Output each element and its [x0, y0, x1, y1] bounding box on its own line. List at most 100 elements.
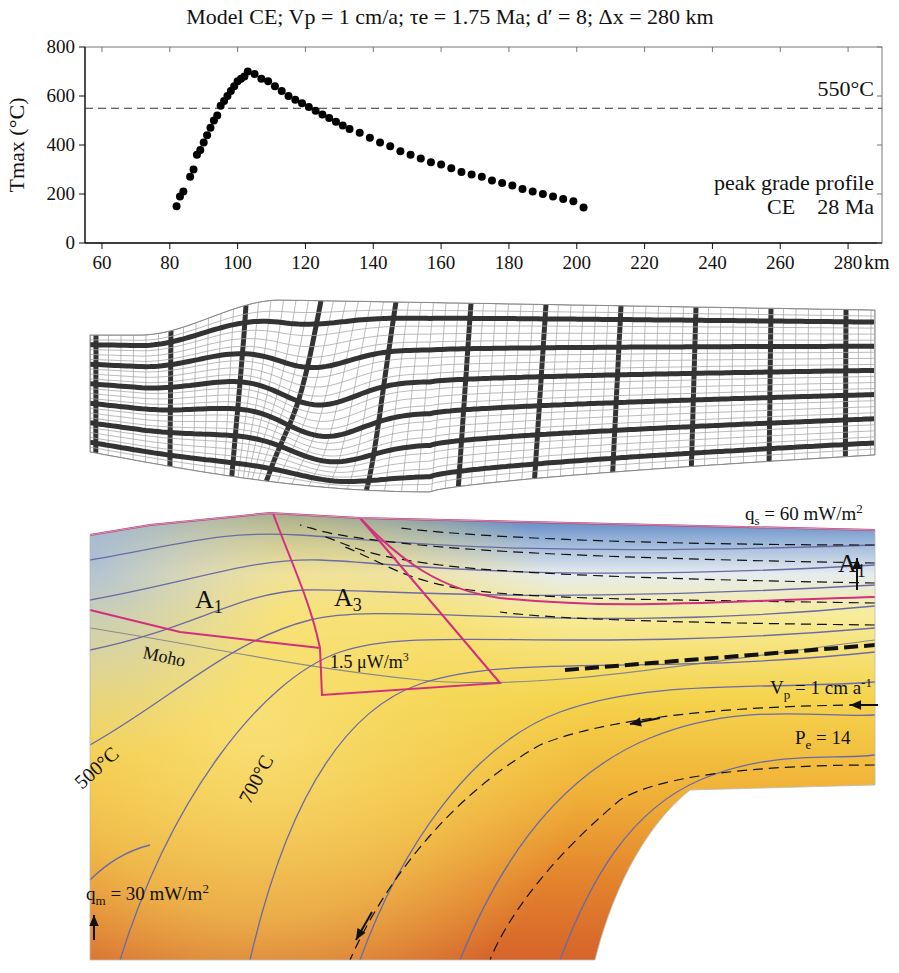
data-point — [332, 118, 340, 126]
chart-title: Model CE; Vp = 1 cm/a; τe = 1.75 Ma; d′ … — [186, 4, 713, 29]
data-point — [179, 188, 187, 196]
isotherm — [560, 755, 875, 960]
data-point — [346, 125, 354, 133]
y-tick — [79, 96, 85, 97]
data-point — [251, 70, 259, 78]
x-tick — [644, 243, 645, 249]
x-tick-label: 140 — [359, 252, 388, 273]
data-point — [437, 161, 445, 169]
y-tick — [79, 194, 85, 195]
data-point — [196, 146, 204, 154]
data-point — [549, 192, 557, 200]
data-point — [200, 139, 208, 147]
data-point — [339, 121, 347, 129]
x-tick-label: 200 — [563, 252, 592, 273]
diagram-label: 1.5 μW/m3 — [330, 650, 409, 672]
diagram-label: 700°C — [234, 751, 278, 807]
arrow-head — [850, 700, 861, 709]
arrow-head — [630, 717, 642, 726]
y-tick-right — [877, 47, 882, 48]
deformation-grid — [90, 300, 875, 492]
y-tick-right — [877, 96, 882, 97]
y-tick-label: 800 — [47, 36, 76, 57]
streamline — [340, 545, 875, 603]
isotherm — [90, 606, 875, 745]
x-tick-top — [508, 47, 509, 52]
data-point — [569, 197, 577, 205]
data-point — [312, 107, 320, 115]
x-tick — [576, 243, 577, 249]
streamline-bold — [565, 645, 875, 670]
data-point — [186, 173, 194, 181]
plot-area — [85, 68, 882, 212]
diagram-label: qs = 60 mW/m2 — [745, 501, 863, 528]
data-point — [213, 112, 221, 120]
data-point — [203, 131, 211, 139]
data-point — [468, 170, 476, 178]
diagram-label: A1 — [838, 549, 866, 581]
x-tick-label: 160 — [427, 252, 456, 273]
data-point — [190, 166, 198, 174]
data-point — [498, 179, 506, 187]
x-tick-label: 120 — [291, 252, 320, 273]
y-tick-label: 400 — [47, 134, 76, 155]
data-point — [519, 185, 527, 193]
x-tick-label: 100 — [223, 252, 252, 273]
data-point — [427, 158, 435, 166]
grid-line — [90, 318, 874, 345]
data-point — [264, 77, 272, 85]
x-tick-top — [848, 47, 849, 52]
streamline — [500, 612, 875, 625]
x-tick — [848, 243, 849, 249]
y-tick — [79, 47, 85, 48]
grid-line — [90, 447, 874, 486]
annotation: peak grade profile — [714, 170, 874, 195]
reference-label: 550°C — [818, 76, 874, 101]
data-point — [529, 188, 537, 196]
x-tick — [508, 243, 509, 249]
data-point — [206, 124, 214, 132]
diagram-label: Pe = 14 — [795, 727, 851, 752]
x-tick-label: 240 — [698, 252, 727, 273]
data-point — [366, 134, 374, 142]
diagram-label: A1 — [195, 585, 223, 617]
data-point — [318, 110, 326, 118]
data-point — [278, 87, 286, 95]
x-tick-top — [237, 47, 238, 52]
annotation: CE 28 Ma — [767, 194, 874, 219]
diagram-label: Vp = 1 cm a-1 — [770, 675, 872, 702]
x-tick — [780, 243, 781, 249]
x-tick — [101, 243, 102, 249]
x-tick-top — [780, 47, 781, 52]
diagram-label: qm = 30 mW/m2 — [86, 881, 209, 908]
x-tick-label: 280 — [834, 252, 863, 273]
isotherm — [460, 714, 875, 960]
x-tick-top — [305, 47, 306, 52]
data-point — [386, 142, 394, 150]
streamline — [350, 705, 875, 960]
arrow-head — [356, 928, 366, 940]
data-point — [478, 173, 486, 181]
data-point — [376, 139, 384, 147]
y-axis-title: Tmax (°C) — [4, 98, 29, 193]
panel-outline — [90, 513, 875, 960]
x-tick — [441, 243, 442, 249]
isotherm — [250, 652, 875, 960]
streamline — [320, 535, 875, 583]
data-point — [447, 164, 455, 172]
data-point — [298, 99, 306, 107]
x-axis — [85, 242, 882, 243]
x-tick-label: 60 — [92, 252, 111, 273]
x-tick-top — [644, 47, 645, 52]
grid-line — [205, 318, 209, 472]
x-tick — [305, 243, 306, 249]
diagram-label: A3 — [334, 583, 362, 615]
figure: Model CE; Vp = 1 cm/a; τe = 1.75 Ma; d′ … — [0, 0, 899, 973]
diagram-label: 500°C — [70, 742, 123, 793]
data-point — [271, 82, 279, 90]
plot-frame — [85, 47, 882, 243]
y-tick — [79, 145, 85, 146]
reference-line — [85, 108, 882, 109]
y-tick-label: 200 — [47, 183, 76, 204]
y-tick-right — [877, 243, 882, 244]
